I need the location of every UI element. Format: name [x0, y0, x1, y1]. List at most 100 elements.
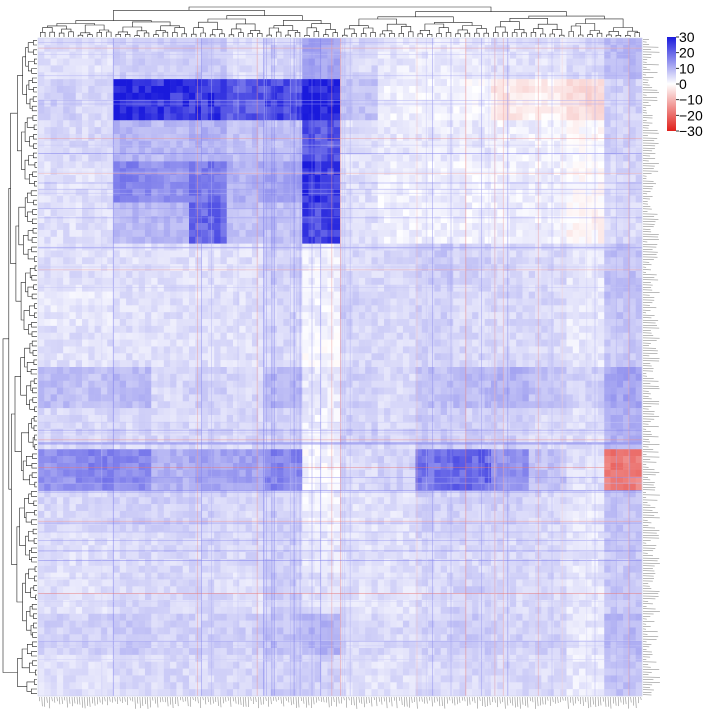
heatmap-cell — [428, 332, 435, 340]
heatmap-cell — [446, 223, 454, 231]
heatmap-cell — [459, 360, 467, 368]
heatmap-cell — [541, 339, 548, 347]
heatmap-cell — [144, 387, 152, 395]
heatmap-cell — [446, 113, 454, 121]
heatmap-cell — [358, 147, 366, 155]
heatmap-cell — [163, 188, 171, 196]
heatmap-cell — [163, 367, 171, 375]
heatmap-cell — [82, 195, 89, 203]
heatmap-cell — [75, 216, 83, 224]
heatmap-cell — [585, 38, 592, 46]
heatmap-cell — [465, 271, 473, 279]
heatmap-cell — [572, 264, 580, 272]
heatmap-cell — [472, 223, 479, 231]
heatmap-cell — [44, 38, 51, 46]
heatmap-cell — [623, 284, 630, 292]
heatmap-cell — [69, 291, 77, 299]
heatmap-cell — [352, 312, 360, 320]
heatmap-cell — [491, 181, 498, 190]
heatmap-cell — [572, 319, 580, 327]
dendrogram-branch — [417, 33, 423, 37]
heatmap-cell — [472, 353, 479, 361]
heatmap-cell — [69, 181, 77, 190]
heatmap-cell — [245, 353, 253, 361]
heatmap-cell — [151, 298, 158, 306]
heatmap-cell — [176, 175, 184, 183]
heatmap-cell — [176, 346, 184, 354]
heatmap-cell — [409, 291, 416, 299]
heatmap-cell — [497, 264, 504, 272]
heatmap-cell — [233, 127, 240, 135]
heatmap-cell — [94, 175, 102, 183]
heatmap-cell — [409, 298, 416, 306]
heatmap-cell — [239, 346, 246, 354]
heatmap-cell — [484, 325, 492, 334]
heatmap-cell — [484, 99, 492, 107]
heatmap-cell — [258, 195, 265, 203]
heatmap-cell — [371, 229, 379, 238]
heatmap-cell — [472, 65, 479, 73]
heatmap-cell — [434, 120, 441, 128]
heatmap-cell — [623, 140, 630, 148]
dendrogram-branch — [29, 399, 35, 410]
heatmap-cell — [38, 353, 45, 361]
heatmap-cell — [314, 147, 322, 155]
heatmap-cell — [251, 264, 259, 272]
heatmap-cell — [390, 154, 397, 162]
dendrogram-branch — [495, 26, 506, 33]
heatmap-cell — [547, 175, 555, 183]
heatmap-cell — [566, 216, 574, 224]
heatmap-cell — [283, 353, 290, 361]
heatmap-cell — [119, 325, 127, 334]
heatmap-cell — [635, 195, 643, 203]
heatmap-cell — [277, 332, 284, 340]
heatmap-cell — [264, 147, 272, 155]
heatmap-cell — [233, 271, 240, 279]
heatmap-cell — [516, 339, 523, 347]
dendrogram-branch — [200, 32, 206, 37]
heatmap-cell — [547, 291, 555, 299]
heatmap-cell — [226, 216, 234, 224]
heatmap-cell — [56, 195, 64, 203]
heatmap-cell — [195, 181, 202, 190]
heatmap-cell — [44, 140, 51, 148]
dendrogram-branch — [191, 33, 197, 37]
heatmap-cell — [321, 85, 328, 94]
dendrogram-branch — [31, 547, 37, 553]
heatmap-cell — [69, 147, 77, 155]
dendrogram-branch — [25, 573, 31, 593]
heatmap-cell — [170, 127, 177, 135]
heatmap-cell — [144, 346, 152, 354]
heatmap-cell — [151, 209, 158, 217]
heatmap-cell — [126, 229, 133, 238]
heatmap-cell — [384, 216, 391, 224]
heatmap-cell — [579, 181, 586, 190]
heatmap-cell — [390, 339, 397, 347]
heatmap-cell — [503, 229, 511, 238]
heatmap-cell — [295, 236, 303, 244]
heatmap-cell — [176, 209, 184, 217]
heatmap-cell — [132, 188, 139, 196]
heatmap-cell — [214, 154, 221, 162]
heatmap-cell — [352, 161, 360, 169]
heatmap-cell — [94, 305, 102, 313]
heatmap-cell — [428, 325, 435, 334]
heatmap-cell — [38, 140, 45, 148]
heatmap-cell — [220, 298, 228, 306]
heatmap-cell — [635, 140, 643, 148]
heatmap-cell — [264, 120, 272, 128]
heatmap-cell — [616, 188, 624, 196]
heatmap-cell — [44, 291, 51, 299]
heatmap-cell — [434, 58, 441, 66]
heatmap-cell — [283, 147, 290, 155]
heatmap-cell — [126, 85, 133, 94]
heatmap-cell — [516, 216, 523, 224]
heatmap-cell — [616, 175, 624, 183]
heatmap-cell — [597, 298, 605, 306]
heatmap-cell — [69, 120, 77, 128]
heatmap-cell — [195, 85, 202, 94]
heatmap-cell — [365, 332, 372, 340]
heatmap-cell — [201, 202, 209, 210]
heatmap-cell — [126, 367, 133, 375]
heatmap-cell — [321, 312, 328, 320]
